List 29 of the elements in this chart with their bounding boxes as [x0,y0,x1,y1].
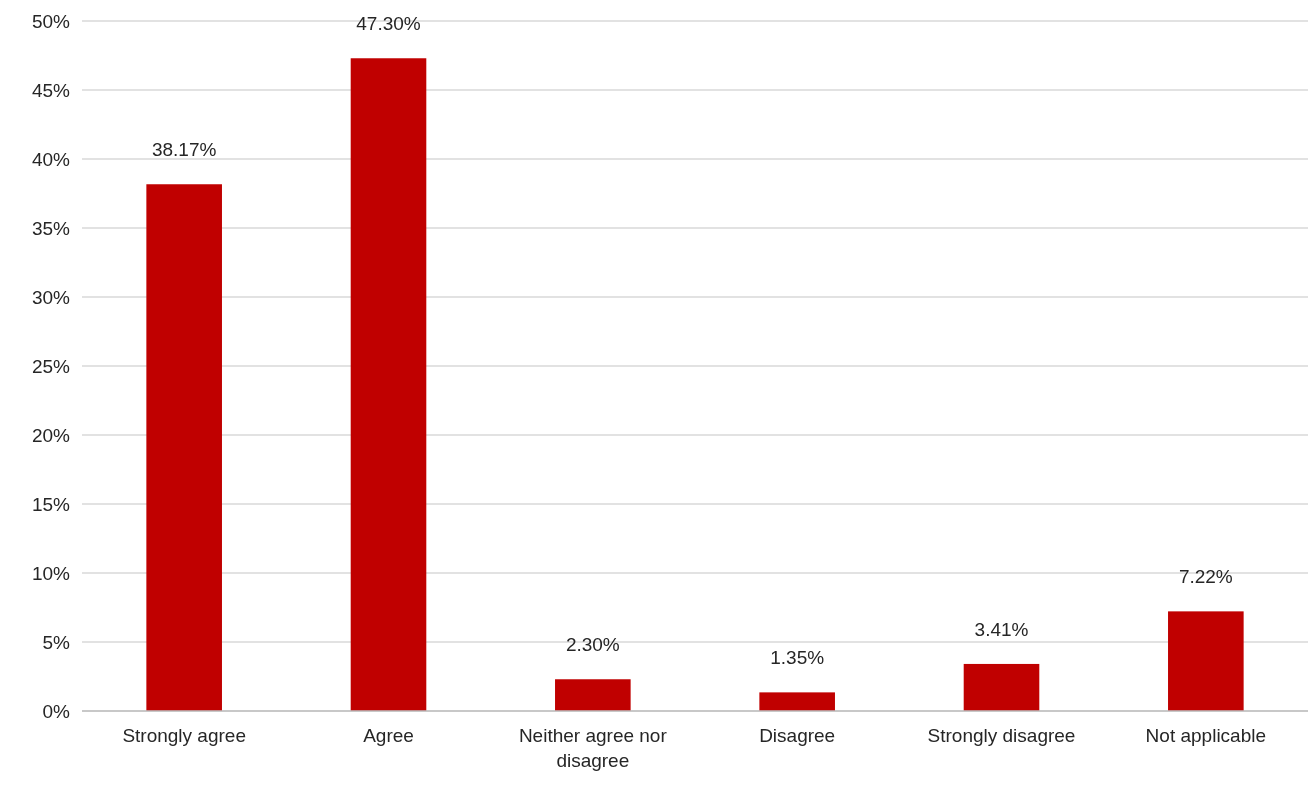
y-tick-label: 35% [31,217,71,239]
y-tick-label: 30% [31,286,71,308]
x-tick-label: Strongly agree [122,725,246,746]
data-label: 3.41% [974,618,1029,640]
x-tick-label: Neither agree nor disagree [518,725,668,771]
y-tick-label: 25% [31,355,71,377]
bar [1168,611,1244,711]
data-label: 2.30% [565,634,620,656]
y-tick-label: 10% [31,562,71,584]
bar [963,663,1040,711]
bar [350,58,427,711]
y-tick-label: 0% [42,700,71,722]
data-label: 38.17% [151,139,217,161]
x-tick-label: Strongly disagree [927,725,1076,746]
y-tick-label: 50% [31,10,71,32]
x-tick-label: Disagree [759,725,836,746]
y-tick-label: 15% [31,493,71,515]
y-tick-label: 45% [31,79,71,101]
bar [759,692,835,711]
data-label: 47.30% [356,13,421,35]
x-tick-label: Not applicable [1145,725,1267,746]
data-label: 1.35% [770,647,825,669]
y-tick-label: 20% [31,424,71,446]
y-tick-label: 40% [31,148,71,170]
x-tick-label: Agree [363,725,414,746]
y-tick-label: 5% [42,631,71,653]
data-label: 7.22% [1178,566,1233,588]
bar [555,679,631,711]
bar [146,184,222,711]
